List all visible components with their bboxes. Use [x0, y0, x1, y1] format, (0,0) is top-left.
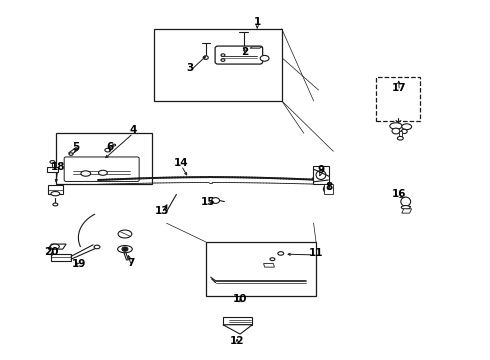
Text: 17: 17 [392, 83, 407, 93]
Bar [376, 77, 420, 121]
Text: 10: 10 [233, 294, 247, 304]
Polygon shape [69, 148, 78, 155]
Ellipse shape [50, 244, 59, 249]
Ellipse shape [401, 197, 411, 206]
Bar [206, 242, 316, 296]
Ellipse shape [94, 245, 100, 249]
Ellipse shape [50, 161, 55, 163]
Ellipse shape [51, 192, 60, 196]
Text: 3: 3 [187, 63, 194, 73]
Ellipse shape [81, 171, 91, 176]
Text: 2: 2 [242, 47, 248, 57]
Ellipse shape [241, 47, 246, 50]
Ellipse shape [401, 206, 410, 209]
Circle shape [392, 128, 400, 134]
Ellipse shape [118, 230, 132, 238]
Text: 14: 14 [174, 158, 189, 168]
Text: 4: 4 [129, 125, 137, 135]
Circle shape [122, 247, 128, 251]
Ellipse shape [105, 148, 111, 152]
Polygon shape [47, 167, 58, 172]
Text: 20: 20 [44, 247, 59, 257]
Text: 8: 8 [326, 182, 333, 192]
Polygon shape [324, 184, 333, 194]
Polygon shape [223, 317, 252, 325]
Text: 6: 6 [107, 142, 114, 152]
Polygon shape [48, 244, 66, 249]
Text: 16: 16 [392, 189, 407, 199]
Text: 7: 7 [127, 258, 135, 268]
Ellipse shape [390, 123, 402, 129]
Circle shape [401, 129, 407, 134]
Ellipse shape [113, 144, 116, 146]
Polygon shape [124, 253, 128, 260]
Bar [154, 29, 282, 101]
Text: 12: 12 [230, 336, 245, 346]
Polygon shape [223, 325, 252, 334]
Ellipse shape [203, 56, 208, 59]
Ellipse shape [278, 252, 284, 255]
Ellipse shape [53, 203, 58, 206]
Ellipse shape [260, 55, 269, 61]
Bar [56, 133, 152, 184]
Text: 18: 18 [50, 162, 65, 172]
Polygon shape [264, 264, 274, 267]
Ellipse shape [98, 170, 107, 175]
Ellipse shape [118, 246, 132, 253]
Ellipse shape [402, 124, 412, 130]
Polygon shape [250, 47, 262, 48]
FancyBboxPatch shape [64, 157, 139, 181]
Ellipse shape [397, 136, 403, 140]
Text: 1: 1 [254, 17, 261, 27]
Polygon shape [313, 166, 329, 184]
Polygon shape [51, 254, 71, 261]
Text: 9: 9 [318, 165, 324, 175]
Text: 13: 13 [154, 206, 169, 216]
Text: 11: 11 [309, 248, 323, 258]
Polygon shape [399, 131, 402, 137]
Ellipse shape [69, 153, 73, 156]
Ellipse shape [316, 171, 326, 180]
Ellipse shape [270, 258, 275, 261]
Ellipse shape [221, 54, 225, 56]
Text: 19: 19 [72, 258, 87, 269]
Ellipse shape [221, 59, 225, 61]
Circle shape [212, 198, 220, 203]
Text: 5: 5 [73, 142, 79, 152]
Text: 15: 15 [201, 197, 216, 207]
FancyBboxPatch shape [215, 46, 263, 64]
Ellipse shape [323, 184, 333, 194]
Polygon shape [48, 185, 63, 194]
Polygon shape [402, 209, 412, 213]
